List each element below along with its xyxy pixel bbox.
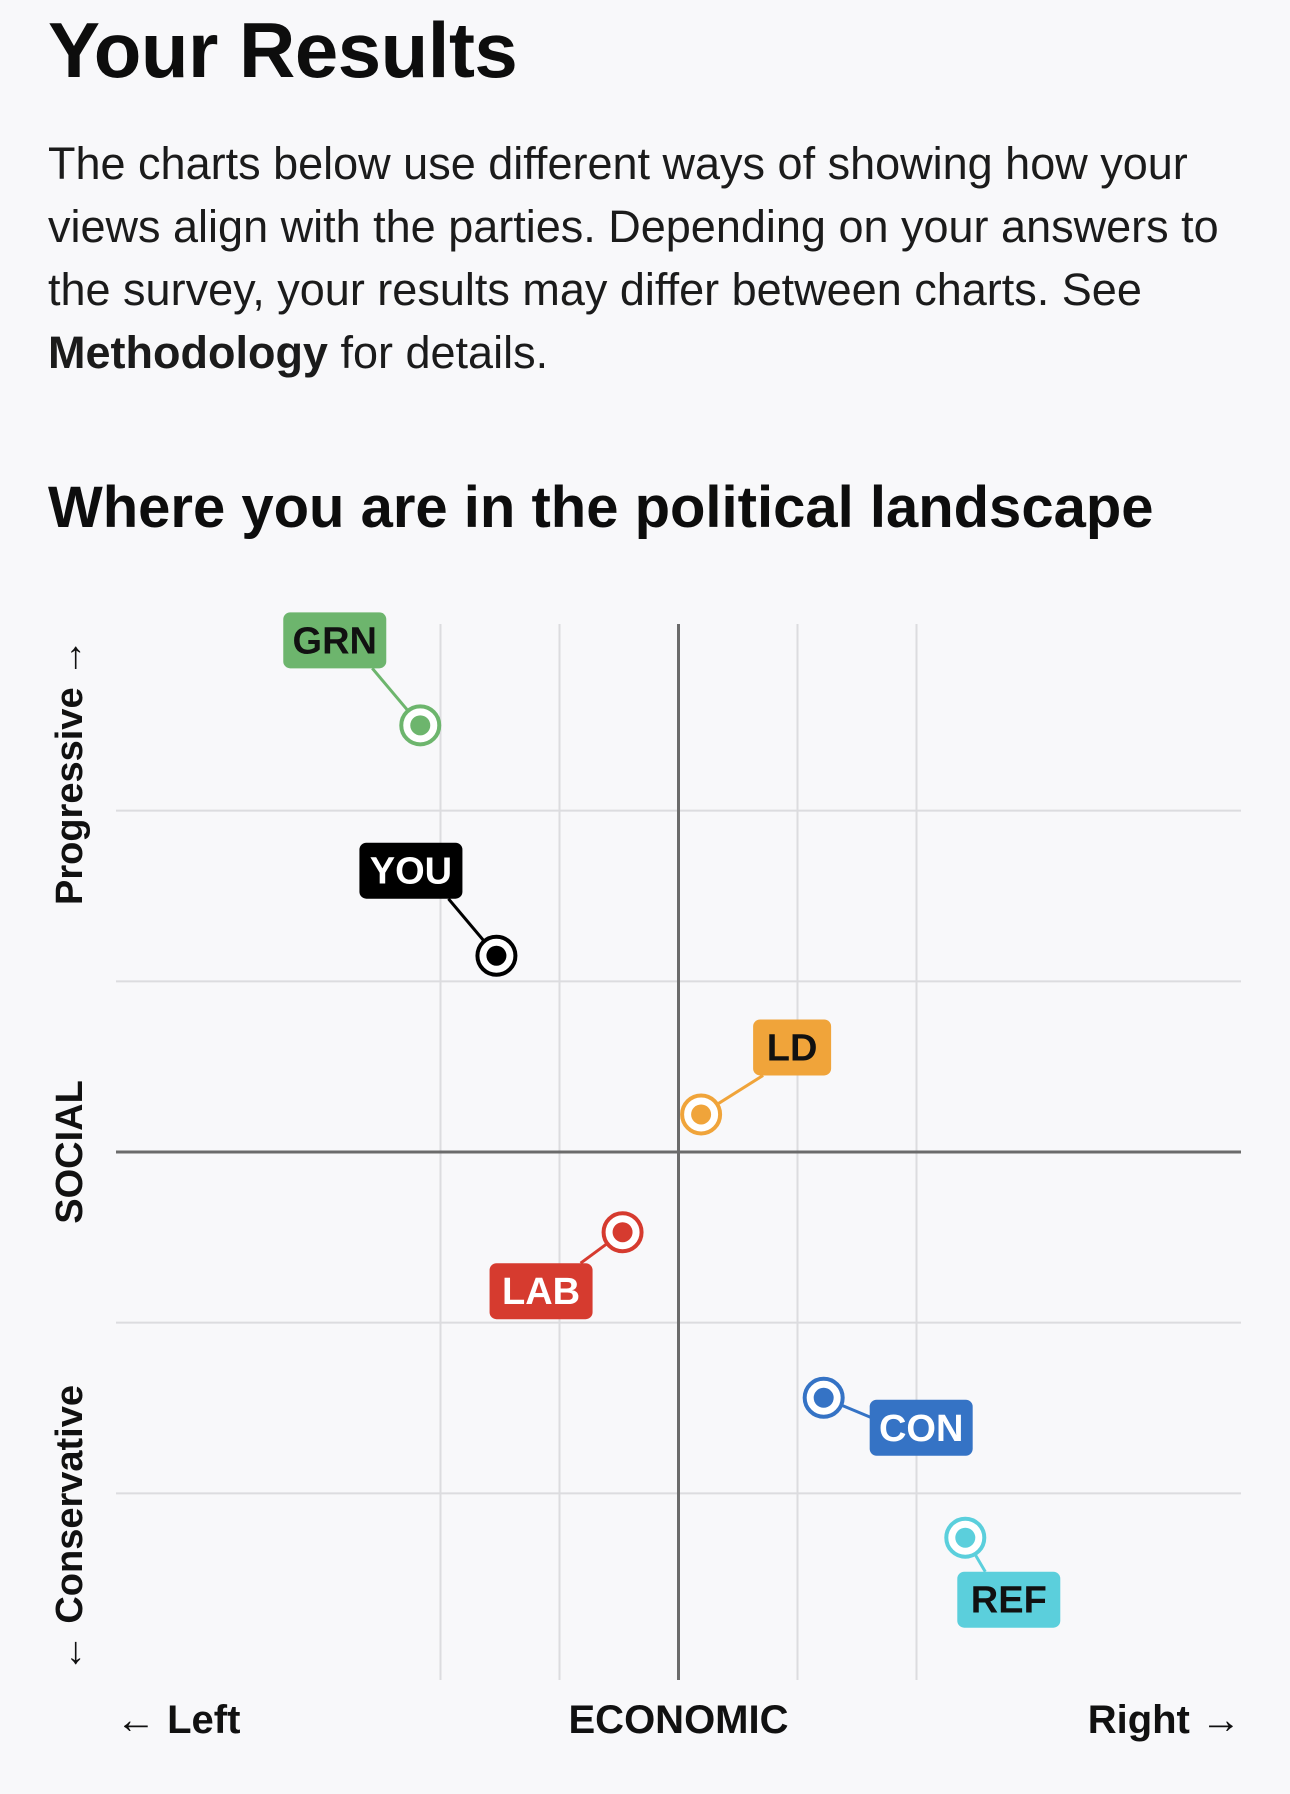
party-label-text: LAB [502,1271,580,1313]
y-axis-title: SOCIAL [49,1080,91,1224]
page-title: Your Results [48,6,518,94]
point-ref: REF [944,1516,1061,1628]
point-dot [486,945,507,966]
party-label-box [753,1019,832,1076]
point-con: CON [802,1376,973,1456]
intro-paragraph: The charts below use different ways of s… [48,132,1248,384]
party-label-text: LD [767,1027,818,1069]
y-axis-top-label: Progressive → [49,639,91,905]
intro-text-end: for details. [327,327,549,378]
axis-labels: Progressive → SOCIAL ← Conservative ← Le… [49,639,1241,1742]
point-dot [813,1387,834,1408]
point-grn: GRN [283,612,442,747]
party-label-box [957,1571,1061,1628]
party-label-text: REF [971,1580,1047,1622]
party-label-text: CON [879,1408,963,1450]
point-you: YOU [359,842,518,977]
point-dot [691,1104,712,1125]
party-label-box [283,612,387,669]
intro-text: The charts below use different ways of s… [48,138,1219,315]
x-axis-left-label: ← Left [116,1698,240,1742]
point-lab: LAB [489,1211,644,1320]
x-axis-title: ECONOMIC [569,1698,789,1742]
party-label-box [489,1263,593,1320]
party-points: GRN YOU LD LAB CON REF [283,612,1061,1628]
party-label-text: GRN [293,620,377,662]
point-dot [410,715,431,736]
grid [116,624,1241,1680]
y-axis-bottom-label: ← Conservative [49,1385,91,1672]
point-ld: LD [680,1019,832,1136]
methodology-link[interactable]: Methodology [48,327,328,378]
point-dot [612,1222,633,1243]
x-axis-right-label: Right → [1088,1698,1241,1742]
party-label-text: YOU [370,851,452,893]
party-label-box [359,842,463,899]
section-title: Where you are in the political landscape [48,475,1154,540]
point-dot [955,1527,976,1548]
party-label-box [869,1399,973,1456]
